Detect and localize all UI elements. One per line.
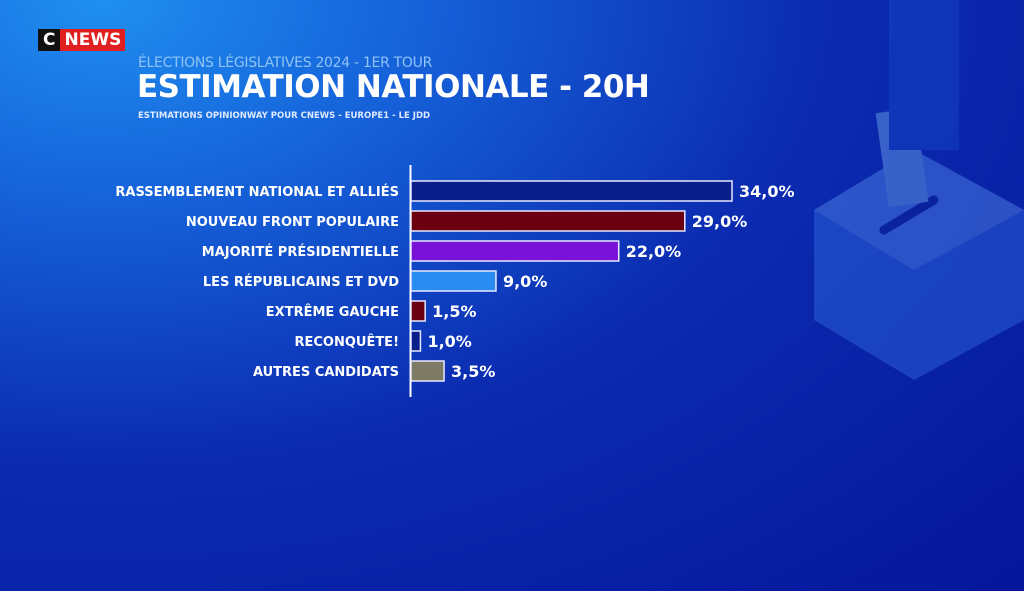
cnews-logo: C NEWS (38, 29, 126, 51)
page-title: ESTIMATION NATIONALE - 20H (137, 69, 650, 105)
category-label: LES RÉPUBLICAINS ET DVD (203, 274, 399, 290)
logo-news: NEWS (60, 29, 126, 51)
value-label: 22,0% (626, 242, 682, 261)
bar (410, 360, 445, 382)
category-label: AUTRES CANDIDATS (253, 365, 399, 380)
bar (410, 330, 422, 352)
category-label: NOUVEAU FRONT POPULAIRE (186, 215, 399, 230)
value-label: 1,0% (427, 332, 471, 351)
bar (410, 240, 620, 262)
logo-c: C (38, 29, 61, 51)
source-note: ESTIMATIONS OPINIONWAY POUR CNEWS - EURO… (138, 111, 431, 121)
ballot-box-icon (814, 0, 1024, 380)
category-label: EXTRÊME GAUCHE (266, 304, 399, 320)
value-label: 34,0% (739, 182, 795, 201)
category-label: RECONQUÊTE! (294, 334, 399, 350)
bar (410, 300, 426, 322)
bar (410, 180, 733, 202)
bar (410, 210, 686, 232)
value-label: 9,0% (503, 272, 547, 291)
category-label: RASSEMBLEMENT NATIONAL ET ALLIÉS (115, 184, 399, 200)
category-label: MAJORITÉ PRÉSIDENTIELLE (202, 244, 399, 260)
value-label: 1,5% (432, 302, 476, 321)
value-label: 29,0% (692, 212, 748, 231)
value-label: 3,5% (451, 362, 495, 381)
kicker: ÉLECTIONS LÉGISLATIVES 2024 - 1ER TOUR (138, 55, 432, 71)
bar (410, 270, 497, 292)
